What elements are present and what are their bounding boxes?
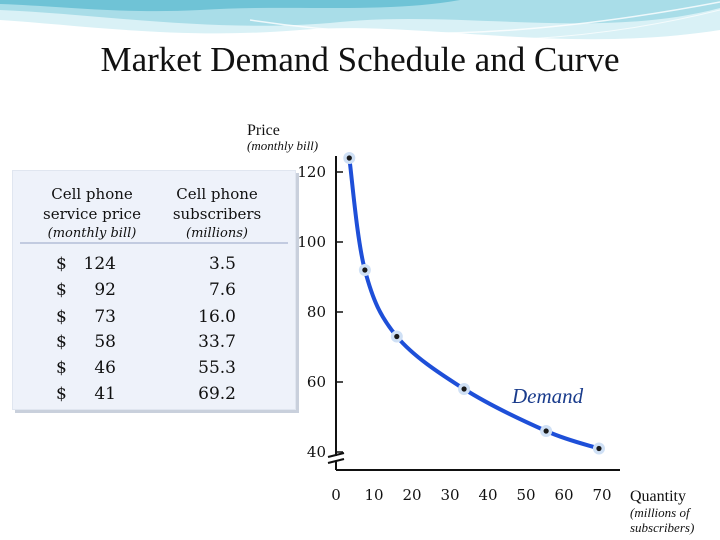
row-price: 41 [94, 384, 116, 404]
subscribers-column-header: Cell phone subscribers (millions) [162, 184, 272, 244]
data-point [362, 267, 368, 273]
row-currency: $ [56, 358, 67, 378]
x-tick-label: 30 [440, 486, 459, 504]
row-price: 73 [94, 307, 116, 327]
x-tick-label: 20 [402, 486, 421, 504]
data-point [596, 445, 602, 452]
price-header-unit: (monthly bill) [47, 226, 137, 241]
x-tick-label: 60 [554, 486, 573, 504]
y-tick-label: 40 [307, 443, 326, 461]
x-axis-title: Quantity [630, 488, 686, 505]
row-currency: $ [56, 280, 67, 300]
row-currency: $ [56, 254, 67, 274]
row-currency: $ [56, 384, 67, 404]
row-subscribers: 33.7 [198, 332, 236, 352]
y-axis-subtitle: (monthly bill) [247, 138, 318, 153]
row-price: 46 [94, 358, 116, 378]
row-currency: $ [56, 307, 67, 327]
decorative-wave-banner [0, 0, 720, 41]
subscribers-header-line1: Cell phone [176, 185, 258, 203]
page-title: Market Demand Schedule and Curve [100, 40, 620, 79]
x-tick-label: 40 [478, 486, 497, 504]
row-subscribers: 7.6 [208, 280, 236, 300]
x-tick-label: 10 [364, 486, 383, 504]
x-axis-subtitle-line1: (millions of [630, 505, 692, 520]
y-tick-label: 120 [297, 163, 326, 181]
y-tick-label: 100 [297, 233, 326, 251]
data-point [543, 428, 549, 434]
wave-dark [0, 0, 460, 12]
row-subscribers: 55.3 [198, 358, 236, 378]
y-tick-label: 60 [307, 373, 326, 391]
y-tick-label: 80 [307, 303, 326, 321]
row-currency: $ [56, 332, 67, 352]
demand-curve-label: Demand [511, 384, 584, 408]
demand-schedule-table: Cell phone service price (monthly bill) … [12, 170, 296, 410]
wave-line [329, 9, 720, 41]
row-subscribers: 16.0 [198, 307, 236, 327]
x-tick-label: 50 [516, 486, 535, 504]
price-header-line2: service price [43, 205, 141, 223]
row-subscribers: 3.5 [208, 254, 236, 274]
y-axis-title: Price [247, 122, 280, 139]
x-axis-subtitle-line2: subscribers) [630, 520, 694, 535]
x-tick-label: 0 [331, 486, 341, 504]
header-divider [20, 242, 288, 244]
row-price: 58 [94, 332, 116, 352]
wave-line [249, 1, 720, 35]
subscribers-header-unit: (millions) [186, 226, 248, 241]
subscribers-header-line2: subscribers [172, 205, 262, 223]
y-axis-break [327, 452, 345, 458]
row-subscribers: 69.2 [198, 384, 236, 404]
data-point [461, 386, 467, 392]
price-header-line1: Cell phone [51, 185, 133, 203]
price-column-header: Cell phone service price (monthly bill) [32, 184, 152, 244]
data-point [346, 155, 352, 161]
data-point [394, 333, 400, 340]
x-tick-label: 70 [592, 486, 611, 504]
row-price: 92 [94, 280, 116, 300]
row-price: 124 [83, 254, 116, 274]
